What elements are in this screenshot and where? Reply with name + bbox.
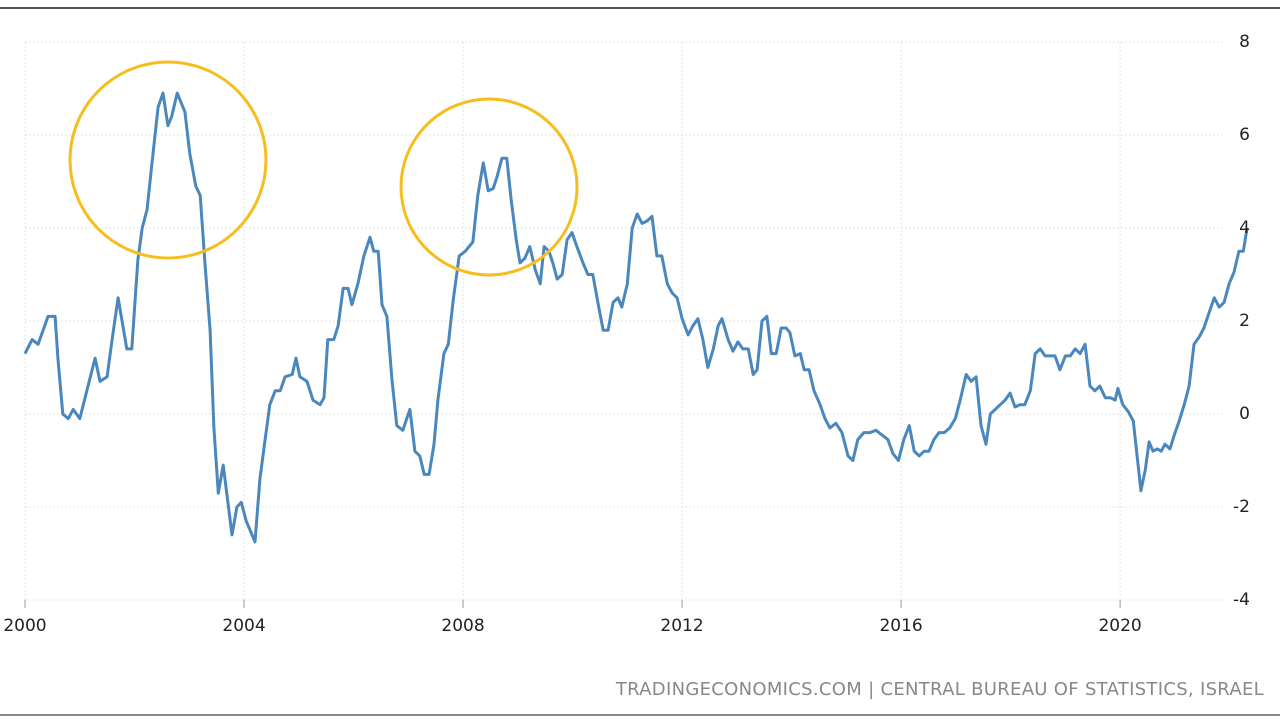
x-tick-label: 2000	[3, 616, 46, 636]
highlight-circle	[399, 97, 579, 277]
x-tick-label: 2012	[660, 616, 703, 636]
plot	[23, 91, 1249, 544]
x-tick-label: 2016	[879, 616, 922, 636]
source: TRADINGECONOMICS.COM | CENTRAL BUREAU OF…	[615, 679, 1264, 700]
x-tick-label: 2004	[222, 616, 265, 636]
series-line	[23, 91, 1249, 544]
y-tick-label: 6	[1239, 125, 1250, 145]
y-tick-label: 0	[1239, 404, 1250, 424]
x-tick-label: 2020	[1098, 616, 1141, 636]
x-tick-label: 2008	[441, 616, 484, 636]
y-tick-label: -4	[1233, 590, 1250, 610]
grid	[24, 41, 1222, 608]
y-tick-label: 8	[1239, 32, 1250, 52]
y-tick-label: 4	[1239, 218, 1250, 238]
y-tick-label: 2	[1239, 311, 1250, 331]
y-tick-label: -2	[1233, 497, 1250, 517]
highlight-circle	[68, 60, 268, 260]
